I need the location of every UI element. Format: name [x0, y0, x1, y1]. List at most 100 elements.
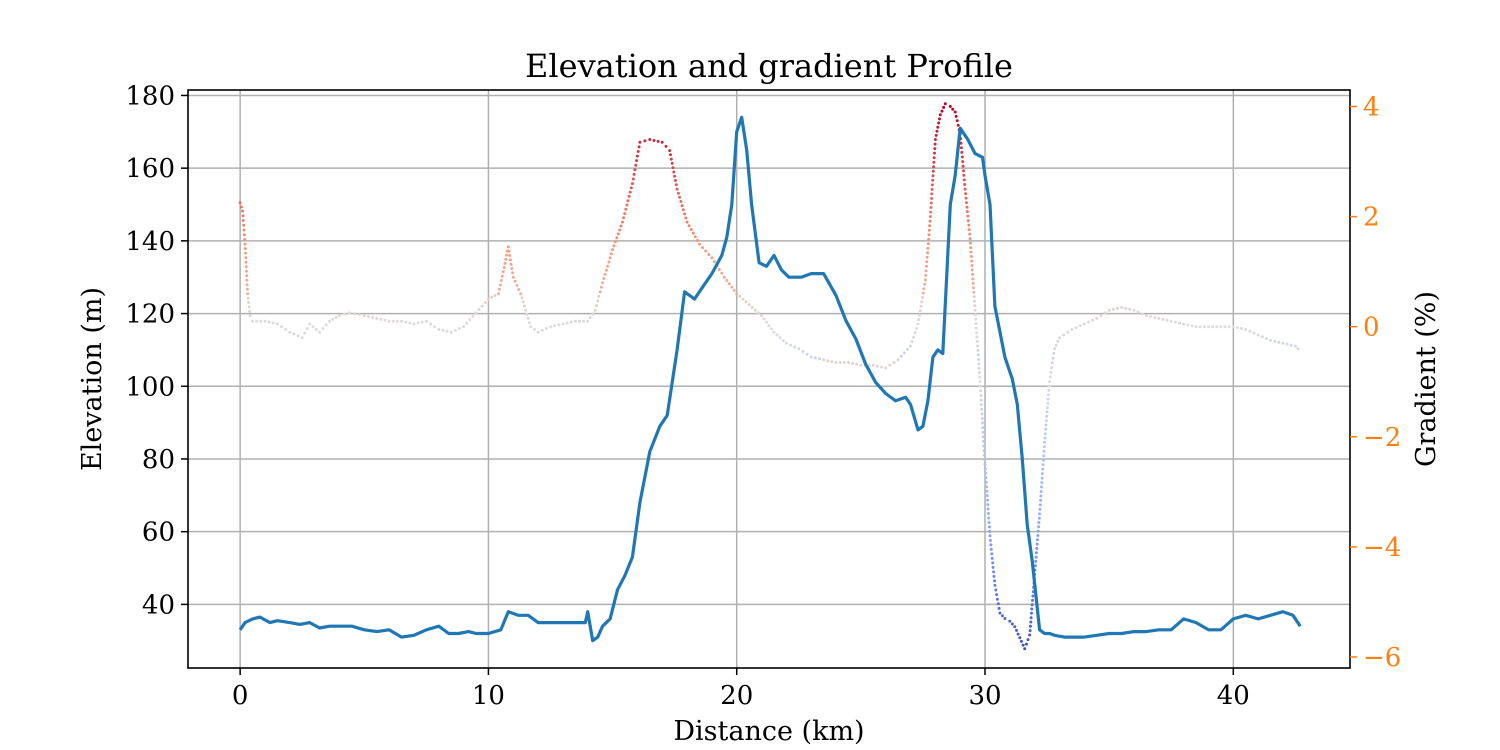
gradient-point: [1030, 607, 1034, 611]
gradient-point: [969, 246, 973, 250]
gradient-point: [352, 312, 356, 316]
gradient-point: [902, 351, 906, 355]
gradient-point: [978, 384, 982, 388]
gradient-point: [720, 271, 724, 275]
gradient-point: [598, 290, 602, 294]
gradient-point: [1231, 325, 1235, 329]
gradient-point: [698, 242, 701, 246]
y-tick-label: 180: [125, 81, 175, 111]
gradient-point: [519, 292, 523, 296]
gradient-point: [1040, 472, 1044, 476]
gradient-point: [549, 325, 552, 329]
gradient-point: [517, 288, 521, 291]
gradient-point: [917, 318, 921, 321]
gradient-point: [243, 237, 247, 241]
gradient-point: [918, 313, 921, 317]
gradient-point: [680, 204, 684, 208]
gradient-point: [594, 304, 598, 308]
gradient-point: [569, 320, 573, 324]
gradient-point: [1074, 326, 1078, 330]
gradient-point: [449, 330, 453, 334]
gradient-point: [993, 579, 996, 583]
gradient-point: [789, 343, 792, 347]
gradient-point: [972, 295, 976, 299]
gradient-point: [1026, 638, 1030, 642]
gradient-point: [669, 157, 673, 161]
gradient-point: [1293, 344, 1297, 348]
gradient-point: [937, 121, 941, 125]
y-axis-right: −6 −4 −2 0 2 4: [1350, 93, 1401, 673]
gradient-point: [1052, 351, 1056, 355]
gradient-point: [978, 375, 982, 379]
gradient-point: [1202, 325, 1206, 329]
gradient-point: [525, 312, 529, 316]
gradient-point: [1036, 529, 1040, 533]
gradient-point: [1296, 347, 1300, 351]
gradient-point: [732, 288, 736, 292]
gradient-point: [1043, 432, 1047, 436]
gradient-point: [744, 300, 748, 304]
gradient-point: [532, 328, 536, 331]
gradient-point: [750, 305, 754, 309]
gradient-point: [933, 138, 937, 141]
y2-tick-label: 2: [1363, 203, 1380, 233]
y-tick-label: 40: [142, 590, 175, 620]
gradient-point: [1178, 321, 1181, 325]
gradient-point: [1037, 516, 1041, 520]
gradient-point: [1048, 375, 1052, 379]
gradient-point: [573, 319, 577, 323]
gradient-point: [462, 325, 466, 329]
gradient-point: [480, 304, 484, 308]
gradient-point: [1062, 333, 1066, 337]
gradient-point: [838, 361, 842, 364]
gradient-point: [684, 216, 688, 220]
gradient-point: [943, 102, 947, 106]
gradient-point: [342, 312, 346, 316]
gradient-point: [328, 319, 331, 323]
gradient-point: [624, 207, 628, 211]
gradient-point: [1045, 406, 1049, 410]
gradient-point: [676, 191, 680, 195]
gradient-point: [695, 239, 699, 242]
gradient-point: [993, 583, 997, 587]
gradient-point: [987, 521, 991, 524]
gradient-point: [1035, 542, 1039, 546]
x-tick-label: 40: [1217, 681, 1250, 711]
gradient-point: [308, 322, 312, 326]
y2-tick-label: −6: [1363, 643, 1401, 673]
gradient-point: [1044, 419, 1048, 423]
gradient-point: [834, 361, 838, 364]
gradient-point: [628, 190, 632, 194]
gradient-point: [490, 295, 494, 299]
gradient-point: [1046, 401, 1050, 405]
gradient-point: [1038, 503, 1042, 507]
gradient-point: [928, 215, 932, 219]
gradient-point: [775, 333, 779, 337]
gradient-point: [513, 279, 517, 283]
gradient-point: [626, 199, 630, 203]
gradient-point: [1042, 454, 1046, 458]
gradient-point: [977, 371, 981, 375]
gradient-point: [1054, 343, 1058, 347]
gradient-point: [471, 314, 475, 318]
gradient-point: [504, 257, 508, 261]
gradient-point: [980, 407, 984, 411]
gradient-point: [441, 328, 445, 332]
gradient-point: [933, 142, 937, 146]
gradient-point: [607, 260, 611, 264]
gradient-point: [973, 299, 976, 303]
gradient-point: [630, 182, 634, 186]
gradient-point: [1015, 628, 1018, 632]
gradient-point: [255, 319, 259, 323]
gradient-point: [244, 265, 248, 269]
gradient-point: [987, 525, 991, 529]
gradient-point: [735, 292, 739, 296]
gradient-point: [965, 205, 969, 209]
gradient-point: [404, 320, 408, 324]
gradient-point: [465, 321, 469, 325]
gradient-point: [1029, 616, 1033, 620]
gradient-point: [930, 183, 934, 187]
gradient-point: [1165, 318, 1169, 322]
gradient-point: [1033, 564, 1037, 568]
gradient-point: [753, 308, 757, 312]
